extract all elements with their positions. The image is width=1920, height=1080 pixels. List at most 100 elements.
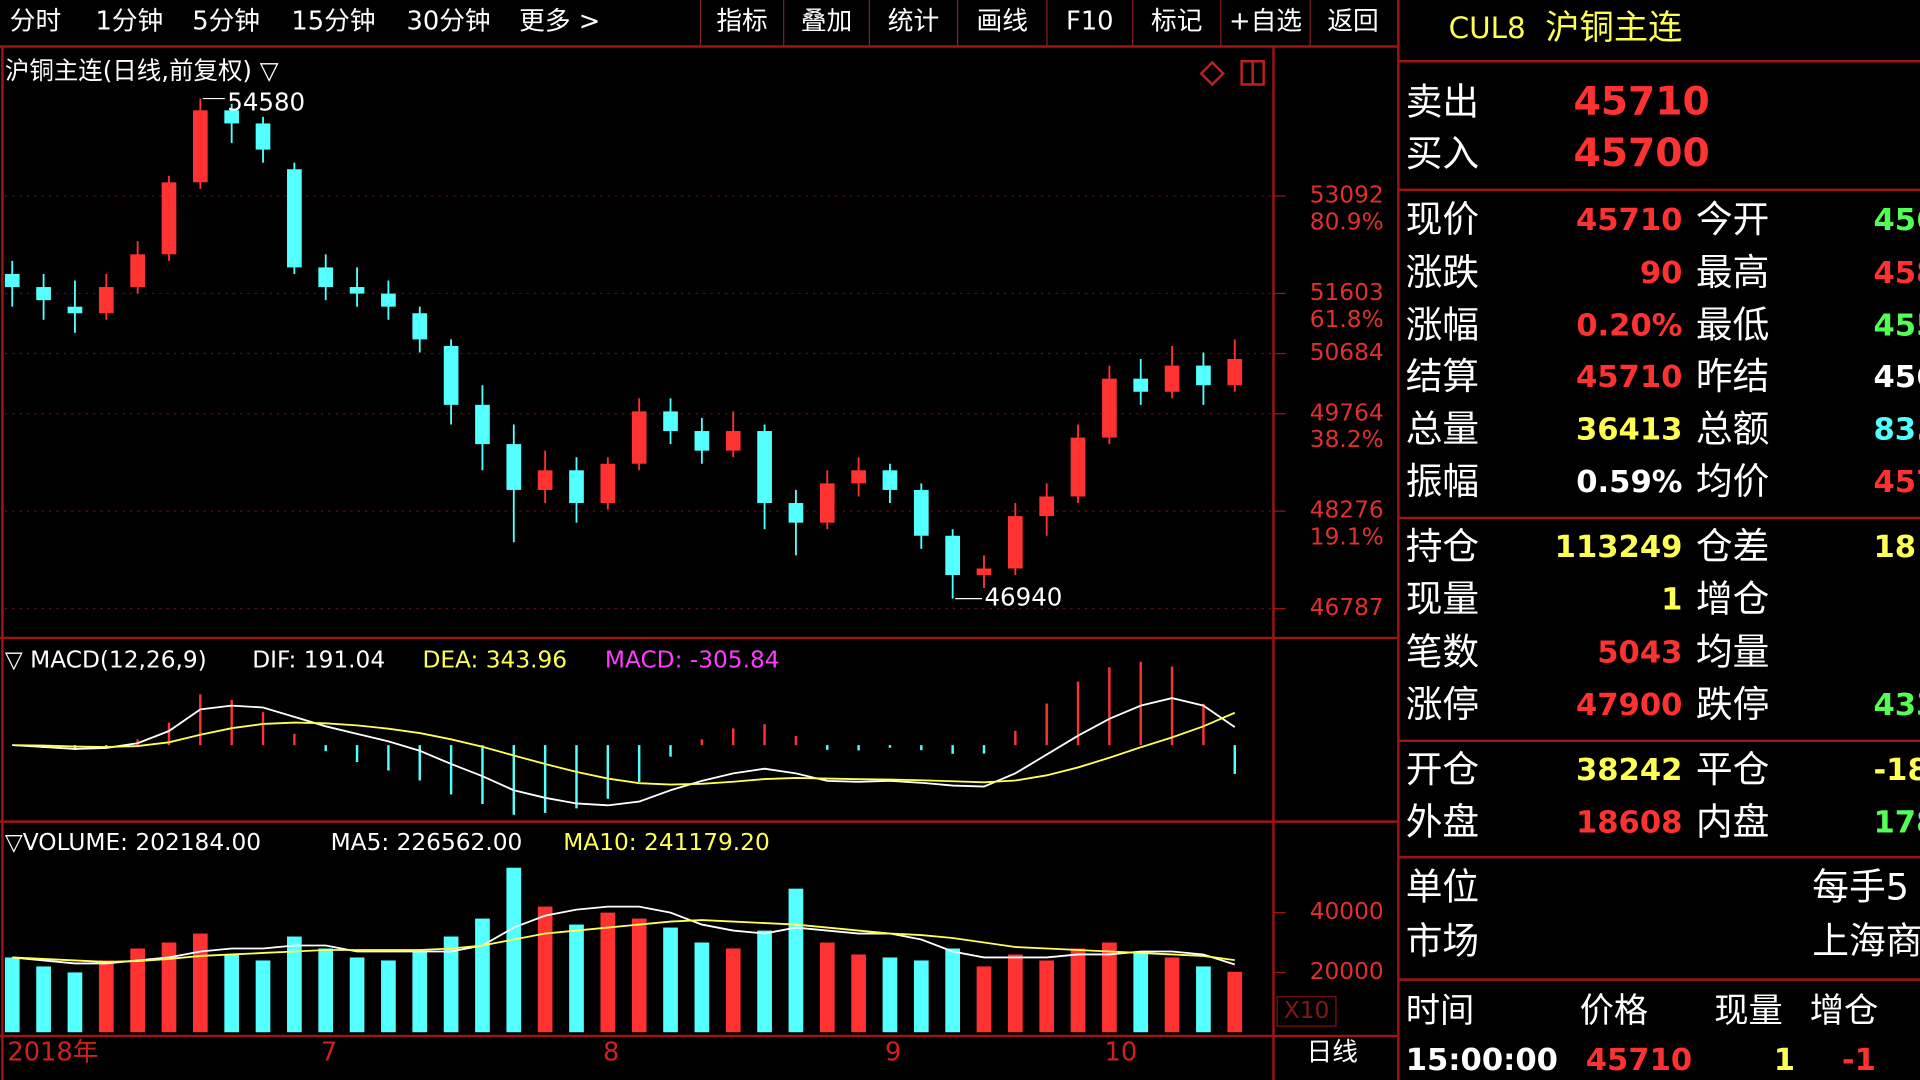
candle-body xyxy=(600,463,616,504)
scale-label: X10 xyxy=(1284,997,1330,1024)
y-tick-label: 51603 xyxy=(1310,279,1384,306)
quote-value: 456 xyxy=(1873,360,1920,395)
quote-label: 昨结 xyxy=(1696,355,1769,398)
scale-box xyxy=(1276,996,1337,1027)
quote-value: 433 xyxy=(1873,688,1920,723)
x-tick-label: 10 xyxy=(1104,1038,1137,1068)
candle-body xyxy=(913,489,929,536)
volume-bar xyxy=(537,906,553,1033)
sell-price: 45710 xyxy=(1573,80,1709,125)
quote-label: 结算 xyxy=(1406,355,1479,398)
candle-body xyxy=(1227,359,1243,386)
candle-body xyxy=(537,470,553,490)
candle-body xyxy=(98,287,114,314)
candle-body xyxy=(443,345,459,405)
volume-bar xyxy=(851,954,866,1033)
candle-body xyxy=(1070,437,1086,497)
quote-value: 每手5 xyxy=(1812,865,1909,908)
quote-value: 113249 xyxy=(1555,530,1683,565)
candle-body xyxy=(412,313,428,340)
buy-label: 买入 xyxy=(1406,132,1479,175)
volume-bar xyxy=(67,972,83,1033)
chart-title: 沪铜主连(日线,前复权) ▽ xyxy=(5,56,279,85)
volume-bar xyxy=(287,936,302,1033)
candle-body xyxy=(725,431,741,451)
toolbar-button[interactable]: 标记 xyxy=(1151,7,1202,37)
min-label: 46940 xyxy=(984,583,1062,612)
y-tick-label: 50684 xyxy=(1310,339,1384,366)
candle-body xyxy=(130,254,145,288)
quote-label: 均量 xyxy=(1696,630,1769,673)
volume-bar xyxy=(506,867,522,1033)
volume-bar xyxy=(882,957,898,1033)
contract-code: CUL8 xyxy=(1449,11,1526,45)
quote-label: 总量 xyxy=(1406,408,1479,451)
quote-label: 涨幅 xyxy=(1406,303,1479,346)
quote-label: 增仓 xyxy=(1696,578,1769,621)
quote-value: 38242 xyxy=(1576,753,1683,788)
trade-cell: 1 xyxy=(1774,1043,1795,1078)
candle-body xyxy=(67,306,83,314)
chart-icons[interactable] xyxy=(1199,60,1265,87)
period-label: 日线 xyxy=(1307,1038,1358,1068)
volume-bar xyxy=(788,888,804,1033)
tab[interactable]: 1分钟 xyxy=(96,7,164,37)
legend-entry: MACD: -305.84 xyxy=(605,647,780,674)
quote-value: 456 xyxy=(1873,203,1920,238)
tab[interactable]: 15分钟 xyxy=(291,7,375,37)
volume-bar xyxy=(569,924,584,1033)
volume-bar xyxy=(1227,971,1243,1033)
fib-label: 38.2% xyxy=(1310,426,1384,453)
toolbar-button[interactable]: 统计 xyxy=(888,7,939,37)
quote-label: 外盘 xyxy=(1406,801,1479,844)
toolbar-button[interactable]: +自选 xyxy=(1229,7,1302,37)
toolbar-button[interactable]: 返回 xyxy=(1327,7,1378,37)
candle-body xyxy=(882,470,898,490)
quote-label: 总额 xyxy=(1696,408,1769,451)
candle-body xyxy=(1133,378,1149,392)
toolbar-button[interactable]: 叠加 xyxy=(801,7,852,37)
contract-name: 沪铜主连 xyxy=(1545,8,1682,48)
tab[interactable]: 5分钟 xyxy=(192,7,260,37)
candle-body xyxy=(4,273,20,288)
quote-value: 5043 xyxy=(1597,635,1682,670)
quote-label: 市场 xyxy=(1406,919,1479,962)
volume-bar xyxy=(757,930,772,1033)
candle-body xyxy=(788,503,804,523)
volume-bar xyxy=(663,927,678,1033)
candle-body xyxy=(976,568,992,576)
candle-body xyxy=(945,535,960,576)
tab[interactable]: 30分钟 xyxy=(407,7,491,37)
quote-label: 跌停 xyxy=(1696,683,1769,726)
toolbar-button[interactable]: 画线 xyxy=(977,7,1028,37)
quote-value: 36413 xyxy=(1576,413,1683,448)
quote-value: 45710 xyxy=(1576,203,1683,238)
quote-label: 持仓 xyxy=(1406,525,1479,568)
candle-body xyxy=(506,444,522,490)
volume-bar xyxy=(4,957,20,1033)
toolbar-button[interactable]: F10 xyxy=(1066,7,1114,37)
quote-value: 上海商 xyxy=(1812,919,1920,962)
y-tick-label: 40000 xyxy=(1310,898,1384,925)
volume-bar xyxy=(1196,966,1211,1033)
volume-bar xyxy=(631,918,647,1033)
tab[interactable]: 分时 xyxy=(10,7,61,37)
candle-body xyxy=(255,123,271,150)
candle-body xyxy=(161,182,177,255)
y-tick-label: 20000 xyxy=(1310,958,1384,985)
volume-bar xyxy=(819,942,835,1033)
toolbar-button[interactable]: 指标 xyxy=(716,7,767,37)
trade-cell: -1 xyxy=(1842,1043,1876,1078)
fib-label: 19.1% xyxy=(1310,524,1384,551)
trades-header: 价格 xyxy=(1580,991,1649,1031)
quote-value: 18 xyxy=(1873,530,1916,565)
candle-body xyxy=(318,267,334,288)
quote-value: 90 xyxy=(1640,256,1683,291)
quote-value: 457 xyxy=(1873,465,1920,500)
tab[interactable]: 更多 > xyxy=(519,7,600,37)
volume-bar xyxy=(381,960,396,1033)
volume-bar xyxy=(1102,942,1117,1033)
quote-label: 平仓 xyxy=(1696,748,1769,791)
candle-body xyxy=(1164,365,1180,392)
